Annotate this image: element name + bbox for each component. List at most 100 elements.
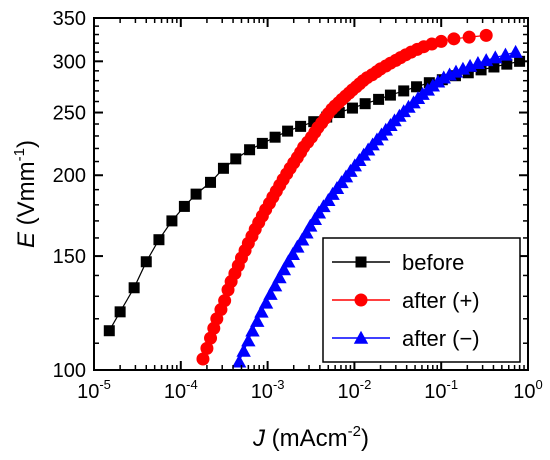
legend-label: after (−) xyxy=(402,326,480,351)
data-point xyxy=(236,343,251,357)
data-point xyxy=(333,107,345,119)
data-point xyxy=(282,125,294,137)
data-point xyxy=(166,215,178,227)
data-point xyxy=(479,28,493,42)
data-point xyxy=(434,34,448,48)
x-tick-exp: 0 xyxy=(536,377,543,392)
x-tick-base: 10 xyxy=(424,381,446,403)
data-point xyxy=(217,162,229,174)
data-point xyxy=(244,144,256,156)
data-point xyxy=(230,153,242,165)
data-point xyxy=(114,306,126,318)
x-tick-exp: -1 xyxy=(447,377,459,392)
data-point xyxy=(254,304,269,318)
data-point xyxy=(299,225,314,239)
y-tick-label: 350 xyxy=(53,8,86,30)
data-point xyxy=(290,239,305,253)
data-point xyxy=(398,85,410,97)
data-point xyxy=(258,295,274,309)
data-point xyxy=(103,325,115,337)
data-point xyxy=(373,93,385,105)
data-point xyxy=(269,131,281,143)
legend-marker xyxy=(355,256,367,268)
data-point xyxy=(178,200,190,212)
data-point xyxy=(218,294,232,308)
x-tick-base: 10 xyxy=(251,381,273,403)
x-axis-close: ) xyxy=(361,425,369,452)
y-tick-label: 200 xyxy=(53,165,86,187)
x-tick-base: 10 xyxy=(77,381,99,403)
x-tick-exp: -3 xyxy=(273,377,285,392)
x-tick-label: 10-5 xyxy=(77,377,111,403)
y-axis-label: E (Vmm-1) xyxy=(11,140,40,248)
series-layer xyxy=(103,28,526,368)
data-point xyxy=(267,278,283,292)
data-point xyxy=(241,333,256,347)
data-point xyxy=(359,98,371,110)
data-point xyxy=(462,30,476,44)
data-point xyxy=(205,176,217,188)
data-point xyxy=(204,331,218,345)
data-point xyxy=(140,256,152,268)
data-point xyxy=(307,212,323,226)
data-point xyxy=(200,341,214,355)
series-3 xyxy=(231,44,523,368)
data-point xyxy=(250,313,265,327)
y-axis-unit: (Vmm xyxy=(13,161,40,232)
data-point xyxy=(294,232,310,246)
x-tick-exp: -5 xyxy=(99,377,111,392)
data-point xyxy=(231,354,247,368)
x-tick-label: 10-1 xyxy=(424,377,458,403)
y-axis-unit-exp: -1 xyxy=(11,148,28,161)
y-axis-symbol: E xyxy=(13,231,40,248)
x-tick-label: 10-2 xyxy=(337,377,371,403)
x-axis-unit: (mAcm xyxy=(265,425,348,452)
data-point xyxy=(128,282,140,294)
series-2 xyxy=(196,28,493,366)
data-point xyxy=(281,254,296,268)
data-point xyxy=(508,44,523,58)
x-tick-label: 10-4 xyxy=(164,377,198,403)
data-point xyxy=(153,234,165,246)
legend-marker xyxy=(353,330,369,344)
data-point xyxy=(303,218,318,232)
data-point xyxy=(346,102,358,114)
x-tick-label: 10-3 xyxy=(251,377,285,403)
axes-layer: 10-5 10-4 10-3 10-2 10-1 10010015020025030035… xyxy=(53,8,543,403)
x-axis-symbol: J xyxy=(252,425,266,452)
x-tick-base: 10 xyxy=(164,381,186,403)
y-axis-close: ) xyxy=(13,140,40,148)
y-tick-label: 300 xyxy=(53,51,86,73)
legend-label: after (+) xyxy=(402,288,480,313)
data-point xyxy=(272,270,287,284)
data-point xyxy=(263,286,278,300)
data-point xyxy=(276,262,292,276)
data-point xyxy=(308,116,320,128)
data-point xyxy=(488,61,500,73)
data-point xyxy=(501,58,513,70)
data-point xyxy=(245,323,260,337)
data-point xyxy=(423,77,435,89)
x-axis-unit-exp: -2 xyxy=(348,423,361,440)
data-point xyxy=(285,247,300,260)
data-point xyxy=(295,120,307,132)
data-point xyxy=(447,32,461,46)
data-point xyxy=(190,188,202,200)
y-tick-label: 250 xyxy=(53,103,86,125)
x-axis-label: J (mAcm-2) xyxy=(252,423,369,452)
data-point xyxy=(196,352,210,366)
x-tick-exp: -2 xyxy=(360,377,372,392)
y-tick-label: 150 xyxy=(53,246,86,268)
plot-frame xyxy=(93,17,529,371)
legend-marker xyxy=(354,293,368,307)
data-point xyxy=(475,64,487,76)
x-tick-base: 10 xyxy=(337,381,359,403)
legend: before after (+) after (−) xyxy=(322,237,521,363)
data-point xyxy=(256,137,268,149)
x-tick-label: 100 xyxy=(513,377,542,403)
data-point xyxy=(411,81,423,93)
legend-label: before xyxy=(402,250,464,275)
data-point xyxy=(384,89,396,101)
x-tick-exp: -4 xyxy=(186,377,198,392)
